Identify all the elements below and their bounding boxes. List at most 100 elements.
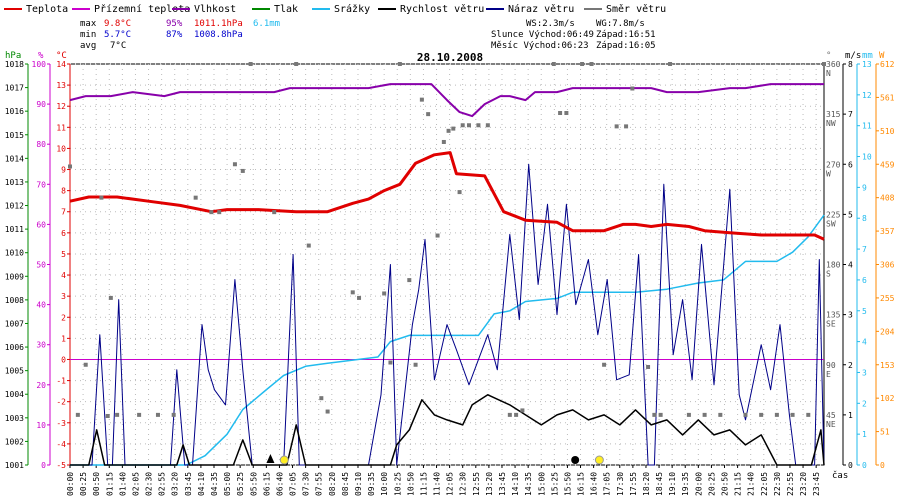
- chart-title: 28.10.2008: [417, 51, 483, 64]
- time-tick-label: 10:00: [380, 472, 389, 496]
- wind-dir-point: [589, 62, 594, 66]
- wind-dir-point: [193, 195, 198, 200]
- time-tick-label: 18:45: [655, 472, 664, 496]
- dir-tick-deg: 225: [826, 210, 841, 219]
- time-tick-label: 12:05: [446, 472, 455, 496]
- legend-item-vlhkost: Vlhkost: [172, 4, 236, 15]
- wind-dir-point: [105, 413, 110, 418]
- hpa-tick-label: 1005: [5, 367, 24, 376]
- hpa-tick-label: 1010: [5, 249, 24, 258]
- ms-tick-label: 4: [848, 261, 853, 270]
- wind-dir-point: [248, 62, 253, 66]
- w-tick-label: 357: [880, 227, 895, 236]
- stats-avg-temp: 7°C: [110, 41, 126, 51]
- axis-title-deg: °: [826, 51, 831, 61]
- wind-dir-point: [457, 190, 462, 195]
- degc-tick-label: 5: [61, 250, 66, 259]
- w-tick-label: 204: [880, 327, 895, 336]
- degc-tick-label: 6: [61, 229, 66, 238]
- right-axes: 360N315NW270W225SW180S135SE90E45NE876543…: [826, 60, 895, 470]
- wind-dir-point: [686, 412, 691, 417]
- time-tick-label: 15:50: [563, 472, 572, 496]
- wind-dir-point: [446, 128, 451, 133]
- dir-tick-deg: 270: [826, 160, 841, 169]
- legend-label: Teplota: [26, 4, 68, 15]
- w-tick-label: 459: [880, 160, 895, 169]
- mm-tick-label: 3: [862, 368, 867, 377]
- degc-tick-label: 10: [56, 144, 66, 153]
- time-tick-label: 02:05: [131, 472, 140, 496]
- ms-tick-label: 8: [848, 60, 853, 69]
- sun-set-marker: [594, 455, 604, 465]
- wind-dir-point: [137, 412, 142, 417]
- ms-tick-label: 2: [848, 361, 853, 370]
- pct-tick-label: 90: [36, 100, 46, 109]
- degc-tick-label: -5: [56, 461, 66, 470]
- degc-tick-label: 2: [61, 313, 66, 322]
- time-tick-label: 20:00: [694, 472, 703, 496]
- wind-dir-point: [108, 295, 113, 300]
- time-tick-label: 21:40: [747, 472, 756, 496]
- stats-min-temp: 5.7°C: [104, 30, 131, 40]
- ms-tick-label: 6: [848, 160, 853, 169]
- wind-dir-point: [99, 195, 104, 200]
- wind-dir-point: [759, 412, 764, 417]
- time-tick-label: 02:30: [145, 472, 154, 496]
- wind-dir-point: [232, 162, 237, 167]
- wind-dir-point: [551, 62, 556, 66]
- time-tick-label: 12:55: [472, 472, 481, 496]
- time-tick-label: 12:30: [459, 472, 468, 496]
- degc-tick-label: 11: [56, 123, 66, 132]
- hpa-tick-label: 1018: [5, 60, 24, 69]
- degc-tick-label: 3: [61, 292, 66, 301]
- time-tick-label: 10:50: [406, 472, 415, 496]
- time-tick-label: 11:40: [433, 472, 442, 496]
- stats-avg-label: avg: [80, 41, 96, 51]
- time-tick-label: 16:40: [590, 472, 599, 496]
- w-tick-label: 510: [880, 127, 895, 136]
- stats-max-temp: 9.8°C: [104, 19, 131, 29]
- wind-dir-point: [790, 412, 795, 417]
- wind-dir-point: [774, 412, 779, 417]
- degc-tick-label: 0: [61, 355, 66, 364]
- wind-dir-point: [485, 123, 490, 128]
- legend-label: Náraz větru: [508, 3, 574, 15]
- moon-set-marker: [571, 456, 580, 464]
- hpa-tick-label: 1012: [5, 202, 24, 211]
- degc-tick-label: 7: [61, 208, 66, 217]
- time-tick-label: 07:05: [289, 472, 298, 496]
- wind-dir-point: [743, 412, 748, 417]
- time-tick-label: 22:30: [773, 472, 782, 496]
- pct-tick-label: 40: [36, 301, 46, 310]
- wind-dir-point: [460, 123, 465, 128]
- stats-max-press: 1011.1hPa: [194, 19, 243, 29]
- wind-dir-point: [294, 62, 299, 66]
- mm-tick-label: 4: [862, 338, 867, 347]
- wind-dir-point: [217, 210, 222, 215]
- sun-rise: Slunce Východ:06:49: [491, 30, 594, 40]
- time-tick-label: 03:45: [184, 472, 193, 496]
- series-sr-ky: [70, 214, 825, 466]
- stats-min-label: min: [80, 30, 96, 40]
- wind-dir-point: [580, 62, 585, 66]
- w-tick-label: 408: [880, 194, 895, 203]
- wind-dir-point: [822, 62, 826, 66]
- wind-dir-point: [441, 139, 446, 144]
- time-tick-label: 17:55: [629, 472, 638, 496]
- dir-tick-name: NE: [826, 420, 836, 429]
- legend-item-smer-vetru: Směr větru: [584, 3, 666, 15]
- pct-tick-label: 100: [32, 60, 47, 69]
- axis-title-ms: m/s: [845, 51, 861, 61]
- time-tick-label: 22:55: [786, 472, 795, 496]
- time-tick-label: 21:15: [734, 472, 743, 496]
- series-vlhkost: [69, 83, 824, 118]
- legend-item-teplota: Teplota: [4, 4, 68, 15]
- time-tick-label: 09:10: [354, 472, 363, 496]
- pct-tick-label: 20: [36, 381, 46, 390]
- time-tick-label: 17:30: [616, 472, 625, 496]
- pct-tick-label: 80: [36, 140, 46, 149]
- series-layer: [68, 62, 826, 466]
- wind-dir-point: [209, 210, 214, 215]
- legend-label: Srážky: [334, 3, 370, 15]
- hpa-tick-label: 1007: [5, 319, 24, 328]
